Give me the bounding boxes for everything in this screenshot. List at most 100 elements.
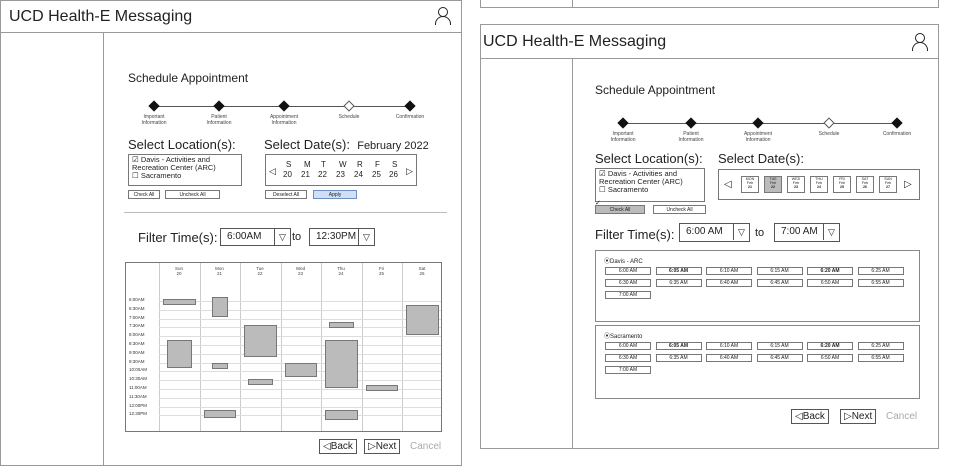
location-option[interactable]: ☐ Sacramento	[132, 171, 182, 180]
time-slot-button[interactable]: 6:40 AM	[706, 354, 752, 362]
step-1-icon	[148, 100, 160, 112]
next-button[interactable]: ▷Next	[840, 409, 877, 424]
time-label: 8:30AM	[129, 341, 145, 346]
date-button[interactable]: FRI Feb 25	[833, 176, 851, 193]
date-button[interactable]: SAT Feb 26	[856, 176, 874, 193]
next-week-icon[interactable]: ▷	[406, 166, 413, 176]
time-slot-button[interactable]: 6:55 AM	[857, 354, 904, 362]
step-3-icon	[278, 100, 290, 112]
from-time-select[interactable]: 6:00AM ▽	[220, 228, 291, 246]
to-time-select[interactable]: 12:30PM ▽	[309, 228, 375, 246]
appointment-block[interactable]	[211, 297, 228, 317]
time-slot-button[interactable]: 6:20 AM	[807, 342, 853, 350]
next-button[interactable]: ▷Next	[364, 439, 401, 454]
location-option[interactable]: ☑ Davis - Activities and Recreation Cent…	[132, 155, 216, 172]
appointment-block[interactable]	[325, 340, 358, 388]
checkmark-icon: ✓	[595, 200, 601, 207]
appointment-block[interactable]	[325, 410, 358, 420]
apply-button[interactable]: Apply	[313, 190, 357, 199]
time-slot-button[interactable]: 6:30 AM	[605, 279, 651, 287]
time-slot-button[interactable]: 6:45 AM	[756, 279, 803, 287]
appointment-block[interactable]	[365, 385, 398, 391]
next-week-icon[interactable]: ▷	[904, 179, 912, 190]
appointment-block[interactable]	[203, 410, 236, 418]
appointment-block[interactable]	[163, 299, 196, 305]
time-slot-button[interactable]: 6:15 AM	[756, 267, 803, 275]
time-slot-button[interactable]: 6:20 AM	[807, 267, 853, 275]
time-slot-button[interactable]: 6:55 AM	[857, 279, 904, 287]
radio-icon[interactable]: ⦿	[604, 259, 611, 265]
date-cell[interactable]: 24	[354, 170, 363, 179]
weekday-label: S	[392, 160, 398, 169]
location-option[interactable]: ☑ Davis - Activities and Recreation Cent…	[599, 169, 683, 186]
time-slot-button[interactable]: 6:30 AM	[605, 354, 651, 362]
location-option[interactable]: ☐ Sacramento	[599, 185, 649, 194]
time-slot-button[interactable]: 6:05 AM	[655, 267, 702, 275]
time-row	[159, 406, 441, 408]
step-label: Patient Information	[206, 114, 232, 126]
time-label: 10:30AM	[129, 376, 148, 382]
date-button[interactable]: SUN Feb 27	[879, 176, 897, 193]
appointment-block[interactable]	[167, 340, 192, 368]
date-cell[interactable]: 21	[301, 170, 310, 179]
date-cell[interactable]: 20	[283, 170, 292, 179]
time-slot-button[interactable]: 6:05 AM	[655, 342, 702, 350]
time-slot-button[interactable]: 6:40 AM	[706, 279, 752, 287]
check-all-button[interactable]: Check All	[128, 190, 160, 199]
time-slot-button[interactable]: 6:25 AM	[857, 342, 904, 350]
date-button[interactable]: WED Feb 23	[787, 176, 805, 193]
time-row	[159, 397, 441, 399]
time-slot-button[interactable]: 6:50 AM	[807, 279, 853, 287]
cancel-button[interactable]: Cancel	[886, 411, 918, 422]
time-slot-button[interactable]: 6:35 AM	[655, 354, 702, 362]
left-screen: UCD Health-E Messaging Schedule Appointm…	[0, 0, 462, 466]
date-button[interactable]: MON Feb 21	[741, 176, 759, 193]
user-icon[interactable]	[435, 7, 451, 25]
back-button[interactable]: ◁Back	[319, 439, 357, 454]
time-slot-button[interactable]: 7:00 AM	[605, 291, 651, 299]
appointment-block[interactable]	[248, 379, 273, 385]
date-cell[interactable]: 25	[372, 170, 381, 179]
step-2-icon	[213, 100, 225, 112]
deselect-all-button[interactable]: Deselect All	[265, 190, 307, 199]
time-slot-button[interactable]: 6:00 AM	[605, 342, 651, 350]
time-slot-button[interactable]: 7:00 AM	[605, 366, 651, 374]
date-cell[interactable]: 23	[336, 170, 345, 179]
time-slot-button[interactable]: 6:10 AM	[706, 342, 752, 350]
time-slot-button[interactable]: 6:10 AM	[706, 267, 752, 275]
step-label: Patient Information	[678, 131, 704, 143]
date-button[interactable]: TUE Feb 22	[764, 176, 782, 193]
prev-week-icon[interactable]: ◁	[724, 179, 732, 190]
uncheck-all-button[interactable]: Uncheck All	[165, 190, 220, 199]
time-slot-button[interactable]: 6:00 AM	[605, 267, 651, 275]
appointment-block[interactable]	[244, 325, 277, 357]
time-slot-button[interactable]: 6:15 AM	[756, 342, 803, 350]
appointment-block[interactable]	[406, 305, 439, 335]
radio-icon[interactable]: ⦿	[604, 334, 611, 340]
page-title: Schedule Appointment	[595, 83, 716, 97]
appointment-block[interactable]	[329, 322, 354, 328]
time-row	[159, 327, 441, 329]
time-slot-button[interactable]: 6:45 AM	[756, 354, 803, 362]
from-time-select[interactable]: 6:00 AM ▽	[679, 223, 750, 242]
date-cell[interactable]: 26	[389, 170, 398, 179]
appointment-block[interactable]	[211, 363, 228, 369]
time-slot-button[interactable]: 6:35 AM	[655, 279, 702, 287]
prev-week-icon[interactable]: ◁	[269, 166, 276, 176]
cancel-button[interactable]: Cancel	[410, 441, 442, 452]
time-slot-button[interactable]: 6:50 AM	[807, 354, 853, 362]
date-cell[interactable]: 22	[318, 170, 327, 179]
app-title: UCD Health-E Messaging	[9, 8, 193, 25]
user-icon[interactable]	[912, 33, 928, 51]
date-button[interactable]: THU Feb 24	[810, 176, 828, 193]
appointment-block[interactable]	[284, 363, 317, 377]
day-column	[321, 263, 322, 431]
progress-steps: Important Information Patient Informatio…	[603, 117, 923, 147]
check-all-button[interactable]: Check All	[595, 205, 645, 214]
back-button[interactable]: ◁Back	[791, 409, 829, 424]
time-label: 7:00AM	[129, 314, 145, 320]
uncheck-all-button[interactable]: Uncheck All	[653, 205, 706, 214]
to-time-select[interactable]: 7:00 AM ▽	[774, 223, 840, 242]
time-row	[159, 389, 441, 390]
time-slot-button[interactable]: 6:25 AM	[857, 267, 904, 275]
